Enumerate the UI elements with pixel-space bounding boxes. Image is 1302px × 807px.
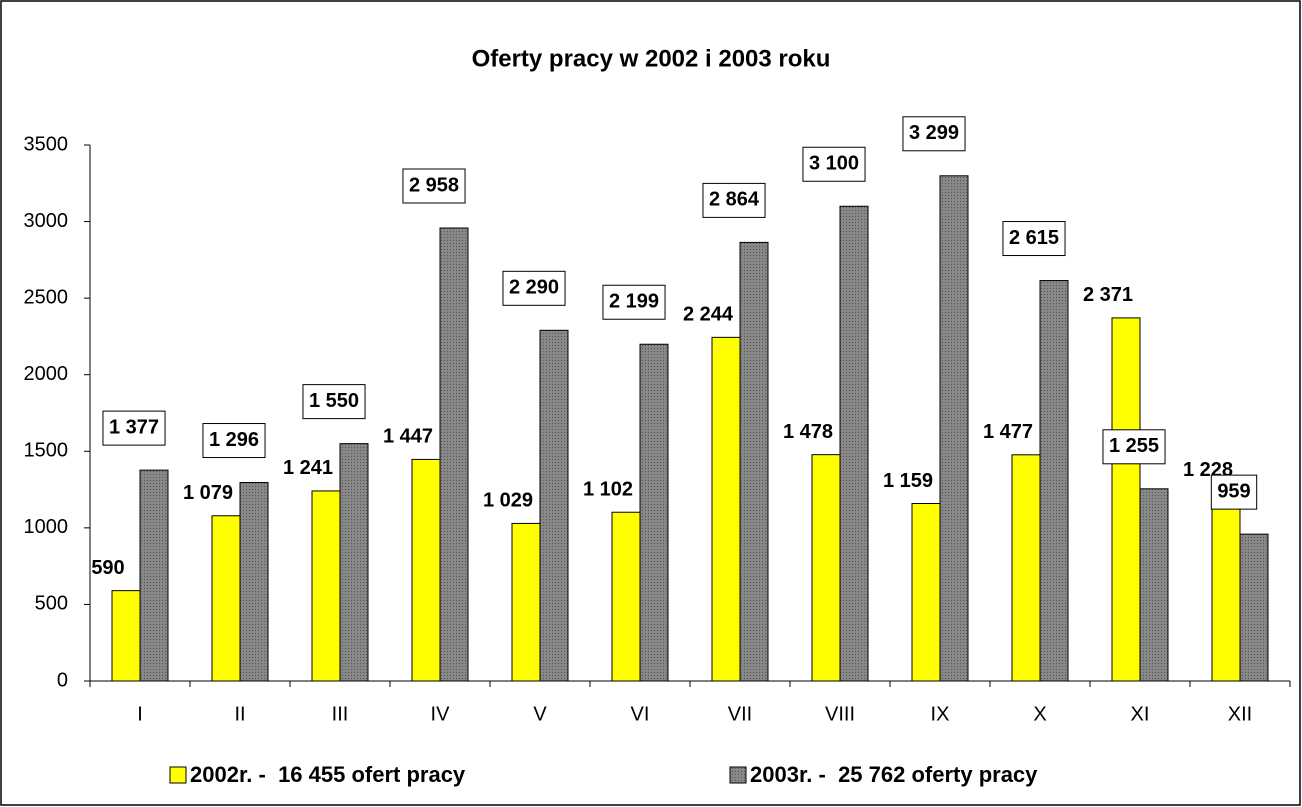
bar	[911, 503, 941, 682]
value-label: 1 029	[483, 490, 533, 512]
chart-title: Oferty pracy w 2002 i 2003 roku	[472, 45, 831, 72]
value-label-box	[402, 168, 466, 204]
bar	[311, 490, 341, 682]
y-tick-label: 3000	[24, 210, 69, 232]
value-label: 1 241	[283, 457, 333, 479]
value-label-box	[602, 284, 666, 320]
value-label-box	[1102, 429, 1166, 465]
value-label: 1 079	[183, 482, 233, 504]
legend-label: 2003r. - 25 762 oferty pracy	[750, 762, 1038, 787]
x-tick-label: X	[1033, 703, 1046, 725]
value-label-box	[202, 423, 266, 459]
value-label: 3 100	[809, 153, 859, 175]
x-tick-label: VII	[728, 703, 752, 725]
x-tick-label: III	[332, 703, 349, 725]
bar	[811, 454, 841, 682]
bar	[1111, 317, 1141, 682]
y-tick-label: 500	[35, 593, 68, 615]
value-label: 2 199	[609, 291, 659, 313]
bar	[339, 443, 369, 682]
value-label-box	[702, 182, 766, 218]
legend-swatch	[729, 766, 747, 784]
x-tick-label: II	[234, 703, 245, 725]
value-label: 1 296	[209, 429, 259, 451]
value-label: 2 244	[683, 304, 734, 326]
value-label: 1 447	[383, 426, 433, 448]
bar	[239, 482, 269, 682]
bar	[1139, 488, 1169, 682]
value-label: 1 550	[309, 390, 359, 412]
bar	[411, 458, 441, 682]
x-tick-label: VIII	[825, 703, 855, 725]
value-label: 1 478	[783, 421, 833, 443]
bar	[739, 241, 769, 682]
bar	[939, 175, 969, 682]
value-label: 3 299	[909, 122, 959, 144]
value-label: 2 958	[409, 174, 459, 196]
value-label: 1 159	[883, 470, 933, 492]
value-label: 959	[1217, 480, 1250, 502]
y-tick-label: 1500	[24, 440, 69, 462]
y-tick-label: 1000	[24, 516, 69, 538]
x-tick-label: IV	[431, 703, 451, 725]
value-label-box	[302, 384, 366, 420]
bar	[539, 329, 569, 682]
bar	[439, 227, 469, 682]
value-label-box	[802, 146, 866, 182]
bar	[611, 511, 641, 682]
value-label: 2 864	[709, 189, 760, 211]
value-label-box	[502, 270, 566, 306]
y-tick-label: 2500	[24, 286, 69, 308]
x-tick-label: V	[533, 703, 547, 725]
value-label-box	[902, 116, 966, 152]
bar	[839, 205, 869, 682]
value-label-box	[1210, 474, 1258, 510]
legend-label: 2002r. - 16 455 ofert pracy	[190, 762, 466, 787]
value-label: 2 371	[1083, 284, 1133, 306]
bar	[1011, 454, 1041, 682]
bar	[139, 469, 169, 682]
value-label: 2 290	[509, 277, 559, 299]
bar	[1039, 280, 1069, 682]
value-label: 1 377	[109, 416, 159, 438]
bar	[639, 343, 669, 682]
y-tick-label: 0	[57, 669, 68, 691]
value-label: 1 102	[583, 479, 633, 501]
value-label: 590	[91, 557, 124, 579]
bar	[111, 590, 141, 682]
value-label-box	[102, 410, 166, 446]
x-tick-label: IX	[931, 703, 950, 725]
y-tick-label: 2000	[24, 363, 69, 385]
x-tick-label: XII	[1228, 703, 1252, 725]
legend-swatch	[169, 766, 187, 784]
bar	[1239, 533, 1269, 682]
value-label-box	[1002, 221, 1066, 257]
bar	[511, 522, 541, 682]
value-label: 1 255	[1109, 435, 1159, 457]
bar	[711, 336, 741, 682]
x-tick-label: VI	[631, 703, 650, 725]
bar	[1211, 492, 1241, 682]
y-tick-label: 3500	[24, 133, 69, 155]
x-tick-label: XI	[1131, 703, 1150, 725]
x-tick-label: I	[137, 703, 143, 725]
value-label: 1 477	[983, 421, 1033, 443]
bar	[211, 515, 241, 682]
value-label: 2 615	[1009, 227, 1059, 249]
